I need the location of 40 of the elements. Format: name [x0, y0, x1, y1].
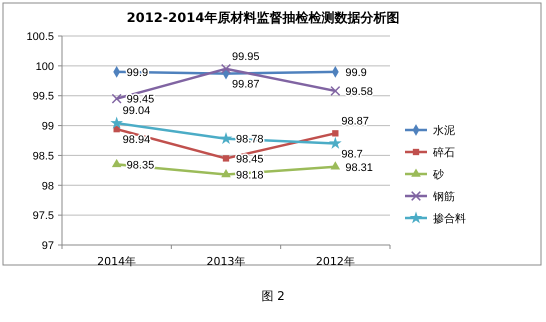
legend-label: 掺合料: [433, 212, 466, 225]
y-tick-label: 98: [42, 180, 54, 192]
point: [220, 64, 232, 74]
point: [112, 158, 122, 168]
y-tick-label: 100.5: [26, 31, 54, 43]
legend-label: 碎石: [432, 146, 455, 159]
data-label: 99.95: [232, 50, 260, 63]
y-tick-label: 99: [42, 120, 54, 133]
y-tick-label: 99.5: [32, 90, 54, 103]
data-label: 99.9: [345, 66, 367, 79]
x-tick-label: 2013年: [206, 255, 246, 268]
point: [221, 168, 231, 178]
data-label: 99.58: [345, 86, 373, 98]
legend-label: 水泥: [433, 124, 455, 137]
point: [110, 116, 124, 129]
data-label: 98.87: [341, 115, 369, 128]
data-label: 98.31: [345, 162, 373, 174]
data-label: 99.04: [122, 105, 150, 118]
data-label: 99.87: [232, 78, 260, 91]
data-label: 98.94: [122, 134, 150, 146]
caption: 图 2: [261, 289, 285, 303]
chart-title: 2012-2014年原材料监督抽检检测数据分析图: [126, 10, 400, 26]
legend-label: 钢筋: [432, 190, 455, 203]
y-tick-label: 98.5: [32, 150, 54, 162]
y-tick-label: 97.5: [32, 210, 54, 222]
x-tick-label: 2014年: [97, 255, 136, 268]
y-tick-label: 100: [36, 60, 54, 73]
legend-label: 砂: [432, 168, 444, 181]
point: [332, 130, 338, 136]
data-label: 98.7: [341, 148, 363, 160]
data-label: 99.45: [126, 94, 154, 106]
x-tick-label: 2012年: [316, 255, 355, 268]
y-tick-label: 97: [42, 240, 54, 252]
point: [112, 94, 122, 104]
point: [222, 155, 230, 162]
point: [220, 132, 232, 144]
data-label: 98.45: [236, 153, 264, 166]
point: [328, 136, 342, 149]
point: [330, 161, 340, 170]
point: [330, 86, 340, 96]
